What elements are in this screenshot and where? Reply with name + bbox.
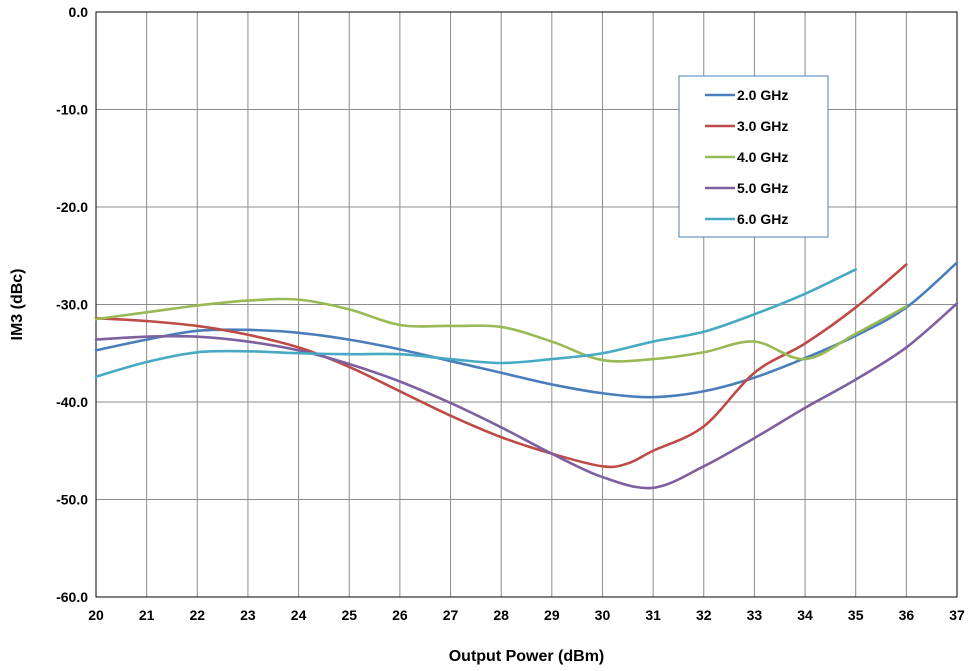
- grid: [95, 11, 958, 598]
- x-tick-label: 27: [443, 607, 459, 623]
- x-tick-label: 20: [88, 607, 104, 623]
- legend-label: 4.0 GHz: [737, 149, 788, 165]
- y-tick-label: -50.0: [56, 492, 88, 508]
- series-line-2-0-ghz: [94, 261, 959, 399]
- x-tick-labels: 20 21 22 23 24 25 26 27 28 29 30 31 32 33 34 35 36 37: [88, 607, 965, 623]
- x-tick-label: 28: [493, 607, 509, 623]
- y-axis-title: IM3 (dBc): [9, 269, 26, 341]
- x-tick-label: 32: [696, 607, 712, 623]
- legend-label: 5.0 GHz: [737, 180, 788, 196]
- x-tick-label: 22: [190, 607, 206, 623]
- x-tick-label: 36: [899, 607, 915, 623]
- x-tick-label: 34: [797, 607, 813, 623]
- y-tick-label: 0.0: [69, 4, 89, 20]
- series-line-5-0-ghz: [94, 302, 959, 490]
- y-tick-label: -60.0: [56, 589, 88, 605]
- series-line-4-0-ghz: [94, 297, 908, 363]
- y-tick-label: -30.0: [56, 297, 88, 313]
- series-line-3-0-ghz: [94, 263, 908, 469]
- legend-label: 3.0 GHz: [737, 118, 788, 134]
- x-axis-title: Output Power (dBm): [449, 648, 605, 665]
- x-tick-label: 26: [392, 607, 408, 623]
- x-tick-label: 21: [139, 607, 155, 623]
- y-tick-label: -20.0: [56, 199, 88, 215]
- legend-label: 6.0 GHz: [737, 211, 788, 227]
- x-tick-label: 33: [747, 607, 763, 623]
- series-lines: [94, 261, 959, 490]
- x-tick-label: 25: [341, 607, 357, 623]
- x-tick-label: 23: [240, 607, 256, 623]
- x-tick-label: 31: [645, 607, 661, 623]
- series-line-6-0-ghz: [94, 268, 858, 378]
- legend-box: [678, 75, 829, 238]
- y-tick-labels: 0.0 -10.0 -20.0 -30.0 -40.0 -50.0 -60.0: [56, 4, 88, 605]
- x-tick-label: 29: [544, 607, 560, 623]
- y-tick-label: -40.0: [56, 394, 88, 410]
- y-tick-label: -10.0: [56, 102, 88, 118]
- legend: 2.0 GHz 3.0 GHz 4.0 GHz 5.0 GHz 6.0 GHz: [678, 75, 829, 238]
- x-tick-label: 35: [848, 607, 864, 623]
- x-tick-label: 24: [291, 607, 307, 623]
- x-tick-label: 37: [949, 607, 965, 623]
- legend-label: 2.0 GHz: [737, 87, 788, 103]
- x-tick-label: 30: [595, 607, 611, 623]
